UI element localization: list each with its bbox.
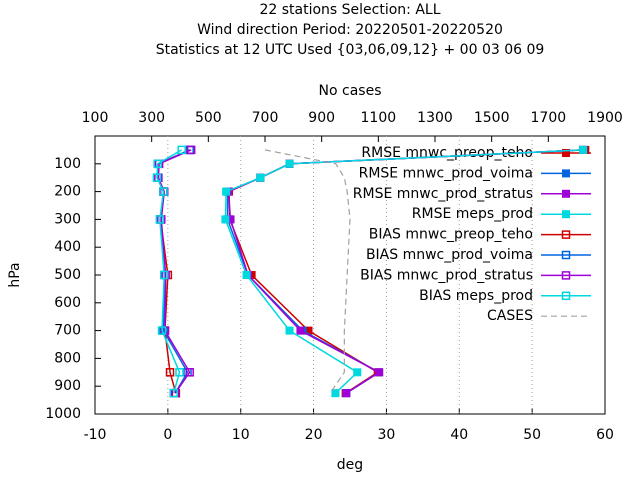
title-line: Statistics at 12 UTC Used {03,06,09,12} … (156, 42, 545, 58)
x-tick-label: 40 (450, 427, 468, 443)
legend-label: RMSE mnwc_prod_stratus (353, 186, 533, 202)
data-point (175, 368, 184, 377)
legend-marker (561, 230, 571, 239)
title-line: 22 stations Selection: ALL (259, 2, 440, 18)
y-axis-label: hPa (7, 262, 23, 287)
legend-label: RMSE mnwc_preop_teho (361, 145, 533, 161)
x2-tick-label: 100 (82, 110, 109, 126)
data-point (353, 368, 362, 377)
data-point (242, 271, 251, 279)
y-tick-label: 600 (54, 295, 81, 311)
data-point (153, 159, 162, 169)
x-tick-label: 0 (163, 427, 172, 443)
x2-tick-label: 1100 (361, 110, 397, 126)
x2-tick-label: 900 (308, 110, 335, 126)
x2-tick-label: 500 (195, 110, 222, 126)
data-point (186, 145, 196, 155)
x2-tick-label: 300 (138, 110, 165, 126)
y-tick-label: 100 (54, 156, 81, 172)
series-line (157, 149, 192, 394)
data-point (579, 145, 588, 154)
y-tick-label: 200 (54, 184, 81, 200)
data-point (177, 145, 186, 155)
data-point (159, 270, 169, 280)
data-point (155, 215, 165, 224)
legend-label: RMSE mnwc_prod_voima (359, 165, 533, 181)
legend-label: CASES (487, 308, 533, 324)
data-point (256, 173, 265, 182)
x-axis-label: deg (337, 457, 363, 473)
legend-marker (561, 291, 571, 301)
x2-tick-label: 1900 (587, 110, 623, 126)
y-tick-label: 900 (54, 378, 81, 394)
x-tick-label: -10 (84, 427, 107, 443)
data-point (375, 368, 384, 377)
y-tick-label: 800 (54, 350, 81, 366)
x-tick-label: 20 (305, 427, 323, 443)
legend-marker (562, 189, 570, 198)
x2-tick-label: 1700 (531, 110, 567, 126)
legend-marker (562, 169, 570, 178)
x-tick-label: 30 (378, 427, 396, 443)
legend-label: RMSE meps_prod (412, 206, 533, 222)
legend-label: BIAS meps_prod (419, 288, 533, 304)
x2-tick-label: 700 (252, 110, 279, 126)
legend-marker (561, 271, 571, 280)
data-point (342, 389, 351, 398)
legend-marker (561, 250, 571, 260)
data-point (285, 326, 294, 335)
data-point (296, 326, 305, 335)
data-point (221, 215, 230, 224)
x-tick-label: 60 (596, 427, 614, 443)
data-point (159, 187, 168, 196)
legend-label: BIAS mnwc_preop_teho (369, 227, 533, 243)
data-point (222, 187, 231, 196)
data-point (285, 159, 294, 168)
legend-marker (562, 210, 570, 219)
x-tick-label: 10 (232, 427, 250, 443)
legend-label: BIAS mnwc_prod_voima (366, 247, 533, 263)
data-point (152, 173, 162, 182)
data-point (165, 368, 175, 377)
y-tick-label: 500 (54, 267, 81, 283)
x2-tick-label: 1300 (417, 110, 453, 126)
x2-tick-label: 1500 (474, 110, 510, 126)
data-point (185, 368, 194, 377)
x2-axis-label: No cases (319, 83, 382, 99)
series-line (156, 149, 183, 394)
data-point (169, 388, 178, 398)
data-point (157, 326, 167, 335)
y-tick-label: 1000 (45, 406, 81, 422)
x-tick-label: 50 (523, 427, 541, 443)
data-point (331, 389, 340, 398)
y-tick-label: 700 (54, 323, 81, 339)
series-line (264, 149, 351, 394)
y-tick-label: 300 (54, 211, 81, 227)
title-line: Wind direction Period: 20220501-20220520 (197, 22, 503, 38)
y-tick-label: 400 (54, 239, 81, 255)
legend-marker (562, 149, 570, 157)
legend-label: BIAS mnwc_prod_stratus (360, 267, 533, 283)
